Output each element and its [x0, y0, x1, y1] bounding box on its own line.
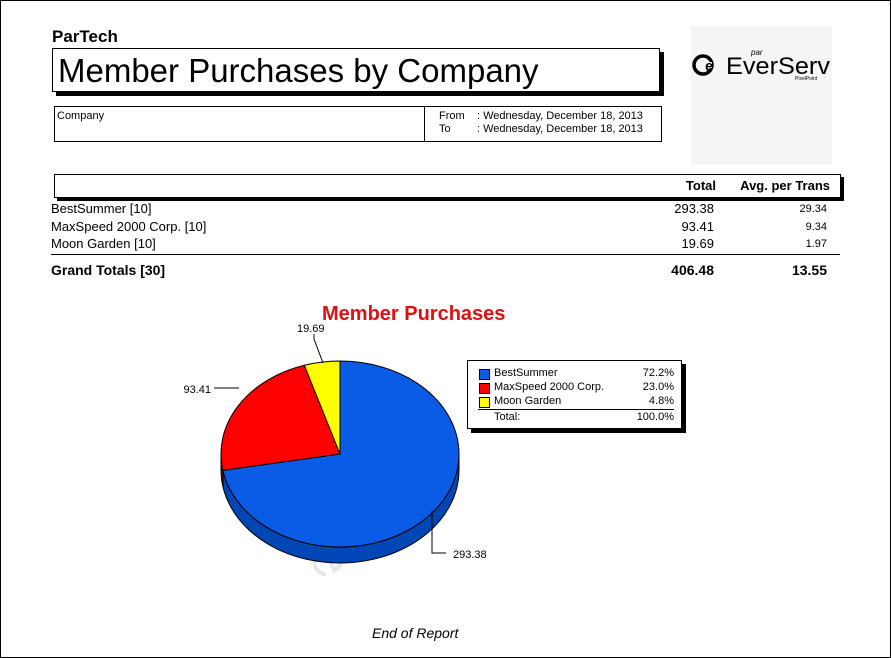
grand-total-label: Grand Totals [30]	[51, 262, 166, 278]
to-value: : Wednesday, December 18, 2013	[477, 123, 643, 135]
from-label: From	[439, 110, 465, 122]
filter-dates: From : Wednesday, December 18, 2013 To : W…	[439, 110, 643, 136]
logo-sub-text: PixelPoint	[795, 76, 818, 82]
chart-title: Member Purchases	[322, 303, 506, 325]
filter-box: Company From : Wednesday, December 18, 20…	[54, 106, 662, 142]
table-row: BestSummer [10] 293.38 29.34	[51, 201, 829, 218]
pie-slice	[303, 360, 341, 455]
everserv-logo: e par EverServ PixelPoint	[691, 26, 832, 165]
row-avg: 1.97	[805, 238, 827, 250]
logo-small-text: par	[750, 48, 763, 57]
grand-total-avg: 13.55	[791, 262, 827, 278]
row-total: 19.69	[681, 236, 714, 251]
row-avg: 9.34	[805, 221, 827, 233]
row-company-name: BestSummer [10]	[51, 201, 152, 216]
logo-mark-letter: e	[705, 58, 713, 75]
pie-slice	[220, 364, 341, 471]
table-row: Moon Garden [10] 19.69 1.97	[51, 236, 829, 253]
legend-item: Moon Garden 4.8%	[478, 395, 674, 409]
end-of-report: End of Report	[372, 625, 459, 641]
grand-total-value: 406.48	[671, 262, 714, 278]
legend-label: MaxSpeed 2000 Corp.	[494, 381, 605, 393]
legend-total-label: Total:	[494, 411, 521, 423]
legend-percent: 23.0%	[642, 381, 674, 393]
legend-percent: 72.2%	[642, 367, 674, 379]
pie-slice	[222, 360, 460, 548]
legend-swatch	[479, 383, 490, 394]
pie-value-label: 19.69	[297, 323, 325, 335]
row-company-name: MaxSpeed 2000 Corp. [10]	[51, 219, 207, 234]
legend-total-percent: 100.0%	[636, 411, 674, 423]
legend-total-divider	[478, 409, 674, 410]
table-row: MaxSpeed 2000 Corp. [10] 93.41 9.34	[51, 219, 829, 236]
legend-swatch	[479, 369, 490, 380]
logo-brand-name: EverServ	[726, 53, 830, 80]
legend-total: Total: 100.0%	[478, 411, 674, 425]
row-company-name: Moon Garden [10]	[51, 236, 156, 251]
column-header-avg: Avg. per Trans	[740, 178, 830, 193]
legend-label: Moon Garden	[494, 395, 562, 407]
legend-item: BestSummer 72.2%	[478, 367, 674, 381]
pie-value-label: 293.38	[453, 549, 487, 561]
legend-label: BestSummer	[494, 367, 558, 379]
column-header-bar: Total Avg. per Trans	[54, 174, 841, 198]
row-total: 93.41	[681, 219, 714, 234]
filter-company-label: Company	[57, 110, 105, 122]
pie-leader-line	[313, 334, 324, 364]
report-title-box: Member Purchases by Company	[52, 48, 660, 92]
legend-item: MaxSpeed 2000 Corp. 23.0%	[478, 381, 674, 395]
chart-legend: BestSummer 72.2% MaxSpeed 2000 Corp. 23.…	[467, 360, 682, 429]
everserv-logo-image: e par EverServ PixelPoint	[692, 48, 830, 82]
legend-percent: 4.8%	[648, 395, 674, 407]
report-title: Member Purchases by Company	[58, 52, 539, 89]
legend-swatch	[479, 397, 490, 408]
company-name: ParTech	[52, 27, 118, 46]
pie-leader-line	[431, 511, 446, 554]
row-total: 293.38	[674, 201, 714, 216]
pie-value-label: 93.41	[183, 384, 211, 396]
filter-divider	[424, 107, 425, 141]
grand-total-divider	[51, 254, 840, 255]
column-header-total: Total	[685, 178, 716, 193]
row-avg: 29.34	[799, 203, 827, 215]
from-value: : Wednesday, December 18, 2013	[477, 110, 643, 122]
to-label: To	[439, 123, 451, 135]
